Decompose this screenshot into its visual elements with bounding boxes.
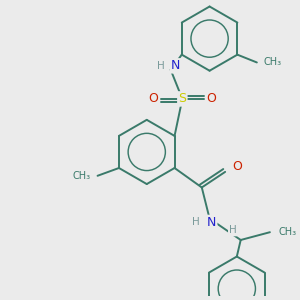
Text: CH₃: CH₃ xyxy=(263,57,281,68)
Text: O: O xyxy=(207,92,217,105)
Text: H: H xyxy=(192,218,200,227)
Text: N: N xyxy=(207,216,216,229)
Text: O: O xyxy=(232,160,242,172)
Text: S: S xyxy=(178,92,186,105)
Text: N: N xyxy=(171,59,180,72)
Text: CH₃: CH₃ xyxy=(73,171,91,181)
Text: CH₃: CH₃ xyxy=(278,227,296,237)
Text: H: H xyxy=(229,225,237,235)
Text: O: O xyxy=(148,92,158,105)
Text: H: H xyxy=(157,61,165,71)
